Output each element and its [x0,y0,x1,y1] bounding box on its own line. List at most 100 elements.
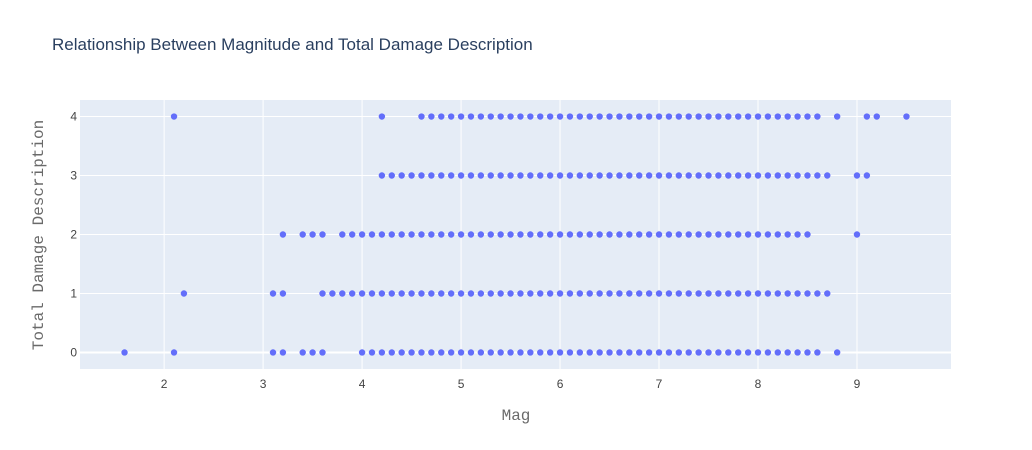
data-point[interactable] [636,172,643,179]
data-point[interactable] [814,349,821,356]
data-point[interactable] [853,172,861,179]
data-point[interactable] [477,349,485,356]
data-point[interactable] [675,113,683,120]
data-point[interactable] [438,290,445,297]
data-point[interactable] [774,113,781,120]
data-point[interactable] [705,349,712,356]
data-point[interactable] [665,231,673,238]
data-point[interactable] [626,349,633,356]
data-point[interactable] [725,172,732,179]
data-point[interactable] [467,113,475,120]
data-point[interactable] [378,172,386,179]
data-point[interactable] [655,113,663,120]
data-point[interactable] [685,231,692,238]
data-point[interactable] [566,290,574,297]
data-point[interactable] [685,290,692,297]
data-point[interactable] [556,290,564,297]
data-point[interactable] [269,290,277,297]
data-point[interactable] [566,172,574,179]
data-point[interactable] [447,290,455,297]
data-point[interactable] [576,290,584,297]
data-point[interactable] [774,172,781,179]
data-point[interactable] [636,231,643,238]
data-point[interactable] [487,349,494,356]
data-point[interactable] [744,113,752,120]
data-point[interactable] [170,113,178,120]
data-point[interactable] [695,113,702,120]
data-point[interactable] [527,172,534,179]
data-point[interactable] [497,290,504,297]
data-point[interactable] [794,290,801,297]
data-point[interactable] [378,231,386,238]
data-point[interactable] [576,231,584,238]
data-point[interactable] [734,231,742,238]
data-point[interactable] [586,290,593,297]
data-point[interactable] [774,290,781,297]
data-point[interactable] [744,172,752,179]
data-point[interactable] [299,231,306,238]
data-point[interactable] [388,172,395,179]
data-point[interactable] [477,113,485,120]
data-point[interactable] [804,113,811,120]
data-point[interactable] [556,231,564,238]
data-point[interactable] [636,349,643,356]
data-point[interactable] [863,172,871,179]
data-point[interactable] [754,172,762,179]
data-point[interactable] [457,231,465,238]
data-point[interactable] [527,290,534,297]
data-point[interactable] [695,172,702,179]
data-point[interactable] [497,231,504,238]
data-point[interactable] [418,290,425,297]
data-point[interactable] [665,290,673,297]
data-point[interactable] [467,349,475,356]
data-point[interactable] [546,172,554,179]
data-point[interactable] [725,349,732,356]
data-point[interactable] [398,349,405,356]
data-point[interactable] [428,290,435,297]
data-point[interactable] [695,349,702,356]
data-point[interactable] [378,290,386,297]
data-point[interactable] [715,231,722,238]
data-point[interactable] [655,231,663,238]
data-point[interactable] [596,172,603,179]
data-point[interactable] [507,231,514,238]
data-point[interactable] [537,231,544,238]
data-point[interactable] [665,172,673,179]
data-point[interactable] [457,172,465,179]
data-point[interactable] [428,172,435,179]
data-point[interactable] [824,290,831,297]
data-point[interactable] [685,349,692,356]
data-point[interactable] [546,231,554,238]
data-point[interactable] [408,172,415,179]
data-point[interactable] [418,172,425,179]
data-point[interactable] [616,349,623,356]
data-point[interactable] [616,290,623,297]
data-point[interactable] [655,172,663,179]
data-point[interactable] [645,113,653,120]
data-point[interactable] [467,290,475,297]
data-point[interactable] [764,231,772,238]
data-point[interactable] [863,113,871,120]
data-point[interactable] [309,231,316,238]
data-point[interactable] [596,290,603,297]
data-point[interactable] [408,290,415,297]
data-point[interactable] [705,113,712,120]
data-point[interactable] [705,231,712,238]
data-point[interactable] [675,349,683,356]
data-point[interactable] [457,349,465,356]
data-point[interactable] [804,231,811,238]
data-point[interactable] [596,113,603,120]
data-point[interactable] [626,172,633,179]
data-point[interactable] [527,349,534,356]
data-point[interactable] [754,231,762,238]
data-point[interactable] [477,172,485,179]
data-point[interactable] [507,172,514,179]
data-point[interactable] [438,113,445,120]
data-point[interactable] [428,113,435,120]
data-point[interactable] [725,231,732,238]
data-point[interactable] [299,349,306,356]
data-point[interactable] [675,231,683,238]
data-point[interactable] [833,113,841,120]
data-point[interactable] [794,113,801,120]
data-point[interactable] [279,290,287,297]
